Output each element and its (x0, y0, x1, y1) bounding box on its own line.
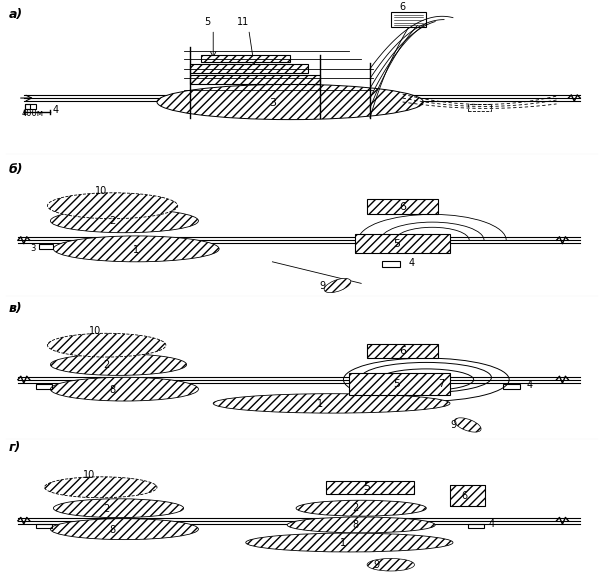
Text: 11: 11 (237, 17, 249, 27)
Ellipse shape (51, 519, 199, 540)
Ellipse shape (296, 500, 426, 516)
Bar (367, 345, 438, 358)
Text: 3: 3 (269, 98, 276, 107)
Text: 10: 10 (89, 327, 101, 336)
Bar (355, 234, 450, 253)
Bar (190, 74, 320, 84)
Text: 2: 2 (103, 504, 110, 514)
Ellipse shape (48, 193, 178, 218)
Ellipse shape (51, 354, 187, 375)
Bar (349, 373, 450, 394)
Text: в): в) (9, 302, 22, 315)
Ellipse shape (454, 418, 481, 432)
Text: 5: 5 (364, 482, 371, 492)
Bar (467, 103, 492, 110)
Bar (450, 485, 486, 506)
Text: 6: 6 (400, 2, 406, 12)
Text: 8: 8 (352, 520, 358, 530)
Text: 10: 10 (95, 186, 107, 196)
Text: 8: 8 (109, 525, 115, 535)
Text: 4: 4 (52, 105, 59, 115)
Bar (467, 524, 484, 528)
Ellipse shape (53, 236, 219, 262)
Text: 2: 2 (352, 503, 358, 513)
Text: 1: 1 (341, 538, 347, 548)
Text: 9: 9 (450, 420, 456, 430)
Text: 4: 4 (408, 258, 415, 268)
Text: 8: 8 (109, 385, 115, 395)
Ellipse shape (45, 477, 157, 498)
Ellipse shape (157, 84, 423, 120)
Ellipse shape (213, 394, 450, 413)
Bar (201, 55, 290, 62)
Text: 5: 5 (393, 379, 400, 389)
Text: б): б) (9, 163, 24, 175)
Ellipse shape (324, 278, 351, 293)
Bar (25, 105, 36, 109)
Text: 2: 2 (109, 216, 116, 226)
Text: 3: 3 (30, 245, 36, 253)
Bar (391, 12, 426, 27)
Text: 6: 6 (399, 202, 406, 211)
Bar (39, 243, 53, 249)
Bar (36, 384, 52, 389)
Bar (36, 524, 52, 528)
Text: 1: 1 (133, 245, 140, 254)
Text: 5: 5 (204, 17, 210, 27)
Text: 400м: 400м (22, 109, 43, 118)
Bar (450, 485, 486, 506)
Bar (367, 199, 438, 214)
Bar (190, 64, 308, 73)
Text: 10: 10 (83, 470, 95, 480)
Text: 5: 5 (393, 239, 400, 249)
Ellipse shape (51, 377, 199, 401)
Text: 6: 6 (399, 346, 406, 356)
Text: 6: 6 (461, 490, 468, 501)
Text: 9: 9 (373, 560, 379, 569)
Ellipse shape (53, 498, 184, 518)
Text: 2: 2 (103, 360, 110, 371)
Text: 4: 4 (489, 519, 495, 529)
Bar (25, 105, 30, 109)
Text: 1: 1 (316, 399, 323, 409)
Ellipse shape (288, 517, 435, 533)
Text: г): г) (9, 441, 21, 454)
Text: 4: 4 (527, 381, 533, 390)
Ellipse shape (246, 533, 453, 552)
Bar (382, 261, 400, 267)
Ellipse shape (367, 558, 414, 571)
Text: 7: 7 (438, 379, 444, 389)
Ellipse shape (48, 333, 166, 357)
Text: а): а) (9, 8, 23, 21)
Bar (503, 384, 520, 389)
Bar (326, 481, 414, 493)
Text: 9: 9 (320, 281, 326, 290)
Ellipse shape (51, 209, 199, 232)
